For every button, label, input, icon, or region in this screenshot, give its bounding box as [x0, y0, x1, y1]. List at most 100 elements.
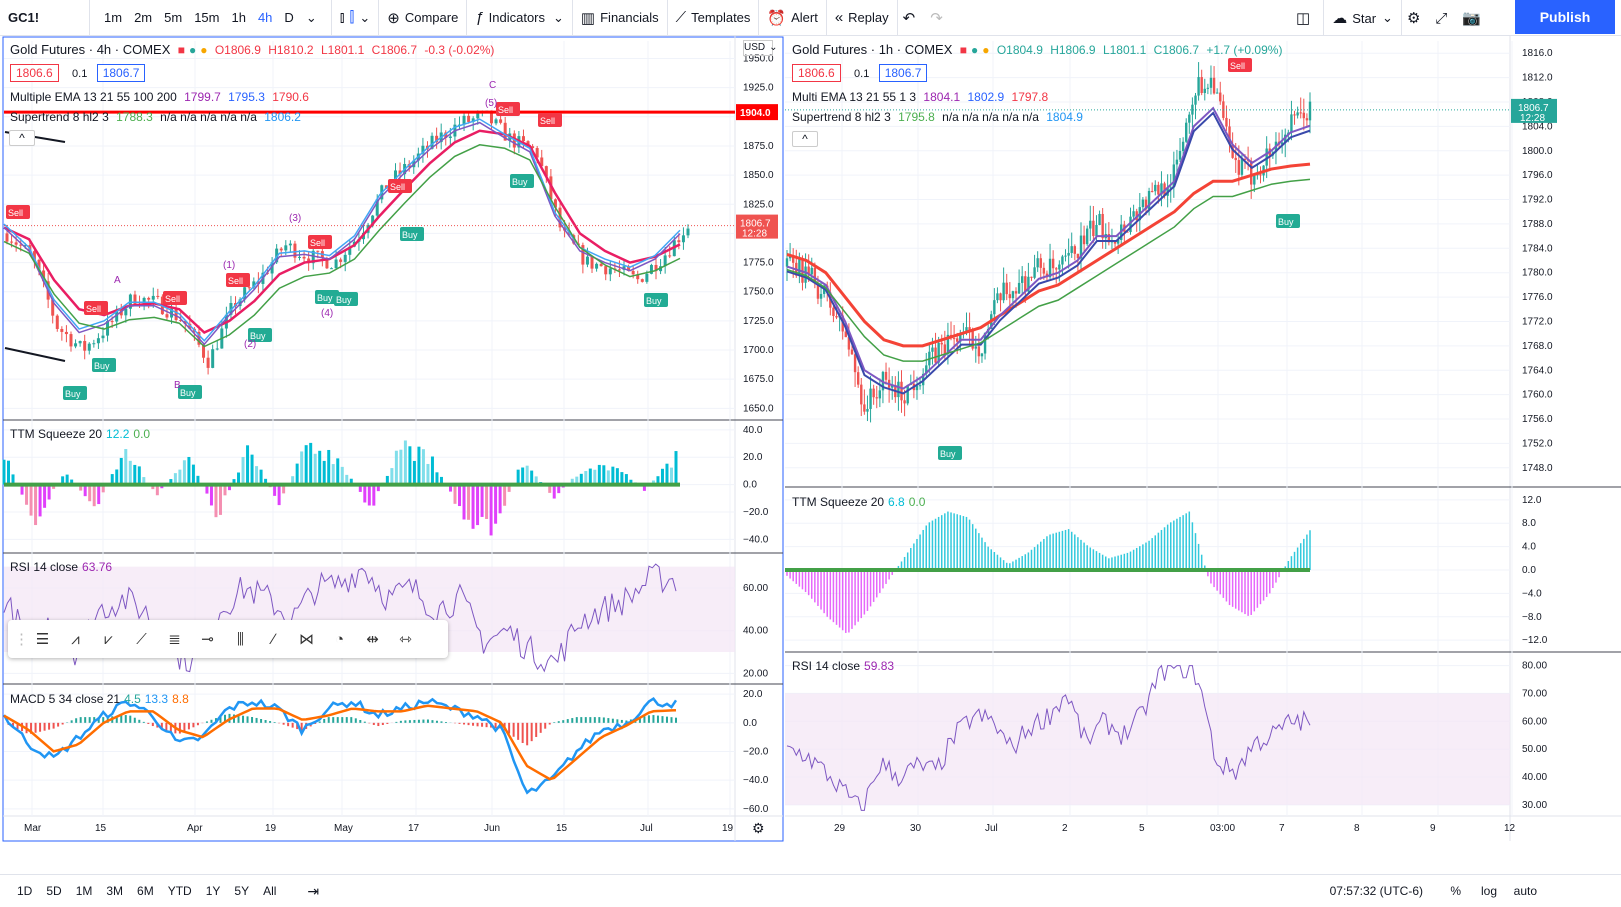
right-candle: [878, 390, 882, 399]
tf-2m[interactable]: 2m: [134, 10, 153, 25]
left-candle: [51, 299, 55, 316]
clock[interactable]: 07:57:32 (UTC-6): [1329, 884, 1423, 898]
right-collapse-legend-button[interactable]: ^: [792, 131, 818, 147]
undo-button[interactable]: ↶: [898, 0, 926, 36]
drag-handle-icon[interactable]: ⋮: [14, 631, 29, 648]
range-5D[interactable]: 5D: [46, 884, 62, 898]
right-candle: [934, 347, 937, 363]
range-1Y[interactable]: 1Y: [205, 884, 221, 898]
range-1M[interactable]: 1M: [75, 884, 93, 898]
left-ask[interactable]: 1806.7: [96, 64, 146, 82]
elliott-impulse-icon[interactable]: ⩘: [71, 630, 80, 648]
replay-button[interactable]: «Replay: [827, 0, 898, 36]
right-candle: [900, 381, 903, 401]
signal-label: Buy: [402, 230, 418, 240]
arc-icon[interactable]: ◔: [334, 630, 345, 648]
right-candle: [807, 266, 810, 275]
indicators-button[interactable]: ƒ Indicators ⌄: [467, 0, 573, 36]
left-candle: [124, 308, 128, 316]
right-candle: [897, 381, 900, 398]
pattern-icon[interactable]: ⋈: [299, 631, 314, 648]
alert-button[interactable]: ⏰ Alert: [759, 0, 827, 36]
charts-canvas[interactable]: 1950.01925.01900.01875.01850.01825.01800…: [0, 36, 1621, 874]
publish-button[interactable]: Publish: [1515, 0, 1615, 34]
signal-label: Buy: [940, 449, 956, 459]
pitchfork-icon[interactable]: ⫼: [237, 630, 244, 648]
range-6M[interactable]: 6M: [137, 884, 154, 898]
right-bid[interactable]: 1806.6: [792, 64, 841, 82]
range-YTD[interactable]: YTD: [167, 884, 192, 898]
right-candle: [866, 408, 869, 412]
range-icon[interactable]: ⇹: [366, 631, 379, 648]
undo-icon: ↶: [902, 9, 916, 27]
tf-15m[interactable]: 15m: [194, 10, 220, 25]
right-candle: [1020, 276, 1024, 283]
signal-label: Sell: [390, 182, 405, 192]
signal-badge: [226, 273, 250, 287]
range-All[interactable]: All: [263, 884, 277, 898]
layout-button[interactable]: ◫: [1288, 0, 1325, 36]
snapshot-button[interactable]: 📷: [1457, 0, 1491, 36]
compare-button[interactable]: ⊕ Compare: [379, 0, 468, 36]
left-macd-line: [2, 697, 678, 795]
left-candle: [343, 254, 347, 262]
left-price-tick: 1675.0: [743, 374, 774, 385]
ray-icon[interactable]: ⊸: [201, 631, 214, 648]
left-countdown: 12:28: [742, 229, 767, 240]
right-candle: [1253, 175, 1256, 185]
left-macd-tick: −60.0: [743, 804, 769, 815]
left-candle: [494, 119, 498, 124]
tf-1h[interactable]: 1h: [231, 10, 246, 25]
left-candle: [348, 246, 352, 255]
tf-1m[interactable]: 1m: [104, 10, 123, 25]
range-1D[interactable]: 1D: [17, 884, 33, 898]
elliott-wave-label: (5): [485, 98, 497, 109]
symbol-search[interactable]: GC1!: [0, 0, 90, 36]
left-candle: [55, 315, 59, 329]
right-candle: [869, 388, 872, 409]
hline-tool-icon[interactable]: ☰: [35, 631, 50, 648]
redo-button[interactable]: ↷: [925, 0, 953, 36]
percent-toggle[interactable]: %: [1450, 884, 1461, 898]
auto-toggle[interactable]: auto: [1513, 884, 1537, 898]
elliott-abc-icon[interactable]: ⩗: [104, 630, 113, 648]
financials-button[interactable]: ▥ Financials: [573, 0, 668, 36]
range-3M[interactable]: 3M: [106, 884, 124, 898]
date-range-icon[interactable]: ⇿: [399, 631, 412, 648]
right-candle: [1095, 224, 1098, 237]
save-button[interactable]: ☁ Star ⌄: [1324, 0, 1402, 36]
settings-button[interactable]: ⚙: [1402, 0, 1430, 36]
left-candle: [325, 258, 329, 269]
templates-icon: ⟋: [675, 9, 687, 26]
chart-type-button[interactable]: ⫾ ⫿ ⌄: [332, 0, 380, 36]
left-date-label: Jul: [640, 823, 653, 834]
top-toolbar: GC1! 1m 2m 5m 15m 1h 4h D ⌄ ⫾ ⫿ ⌄ ⊕ Compare…: [0, 0, 1621, 36]
tf-5m[interactable]: 5m: [164, 10, 183, 25]
chevron-down-icon: ⌄: [553, 9, 564, 25]
tf-4h[interactable]: 4h: [257, 10, 273, 25]
trend-angle-icon[interactable]: ⟋: [136, 630, 147, 648]
signal-badge: [163, 291, 187, 305]
goto-date-icon[interactable]: ⇥: [307, 882, 320, 899]
left-st-legend: Supertrend 8 hl2 3 1788.3 n/a n/a n/a n/…: [10, 110, 305, 124]
fib-icon[interactable]: ≣: [168, 631, 181, 648]
signal-badge: [938, 446, 962, 460]
currency-button[interactable]: USD ⌄: [743, 40, 778, 56]
left-bid[interactable]: 1806.6: [10, 64, 59, 82]
templates-button[interactable]: ⟋ Templates: [668, 0, 760, 36]
collapse-legend-button[interactable]: ^: [9, 130, 35, 146]
right-ttm-tick: 8.0: [1522, 518, 1536, 529]
right-ema-legend: Multi EMA 13 21 55 1 3 1804.1 1802.9 179…: [792, 90, 1052, 104]
range-5Y[interactable]: 5Y: [234, 884, 250, 898]
right-candle: [915, 385, 919, 391]
log-toggle[interactable]: log: [1480, 884, 1497, 898]
left-ttm-tick: −40.0: [743, 534, 769, 545]
tf-D[interactable]: D: [284, 10, 294, 25]
fullscreen-button[interactable]: ⤢: [1430, 0, 1457, 36]
right-candle: [1005, 282, 1008, 295]
right-ask[interactable]: 1806.7: [878, 64, 928, 82]
chevron-down-icon[interactable]: ⌄: [305, 9, 317, 25]
right-date-label: 29: [834, 823, 846, 834]
right-date-label: 30: [910, 823, 922, 834]
line-tool-icon[interactable]: ∕: [272, 630, 275, 648]
